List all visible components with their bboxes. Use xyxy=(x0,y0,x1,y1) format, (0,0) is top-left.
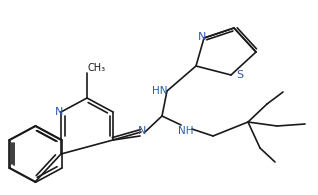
Text: HN: HN xyxy=(152,86,168,96)
Text: NH: NH xyxy=(178,126,194,136)
Text: N: N xyxy=(55,107,63,117)
Text: N: N xyxy=(198,32,206,42)
Text: CH₃: CH₃ xyxy=(88,63,106,73)
Text: N: N xyxy=(138,126,146,136)
Text: S: S xyxy=(236,70,243,80)
